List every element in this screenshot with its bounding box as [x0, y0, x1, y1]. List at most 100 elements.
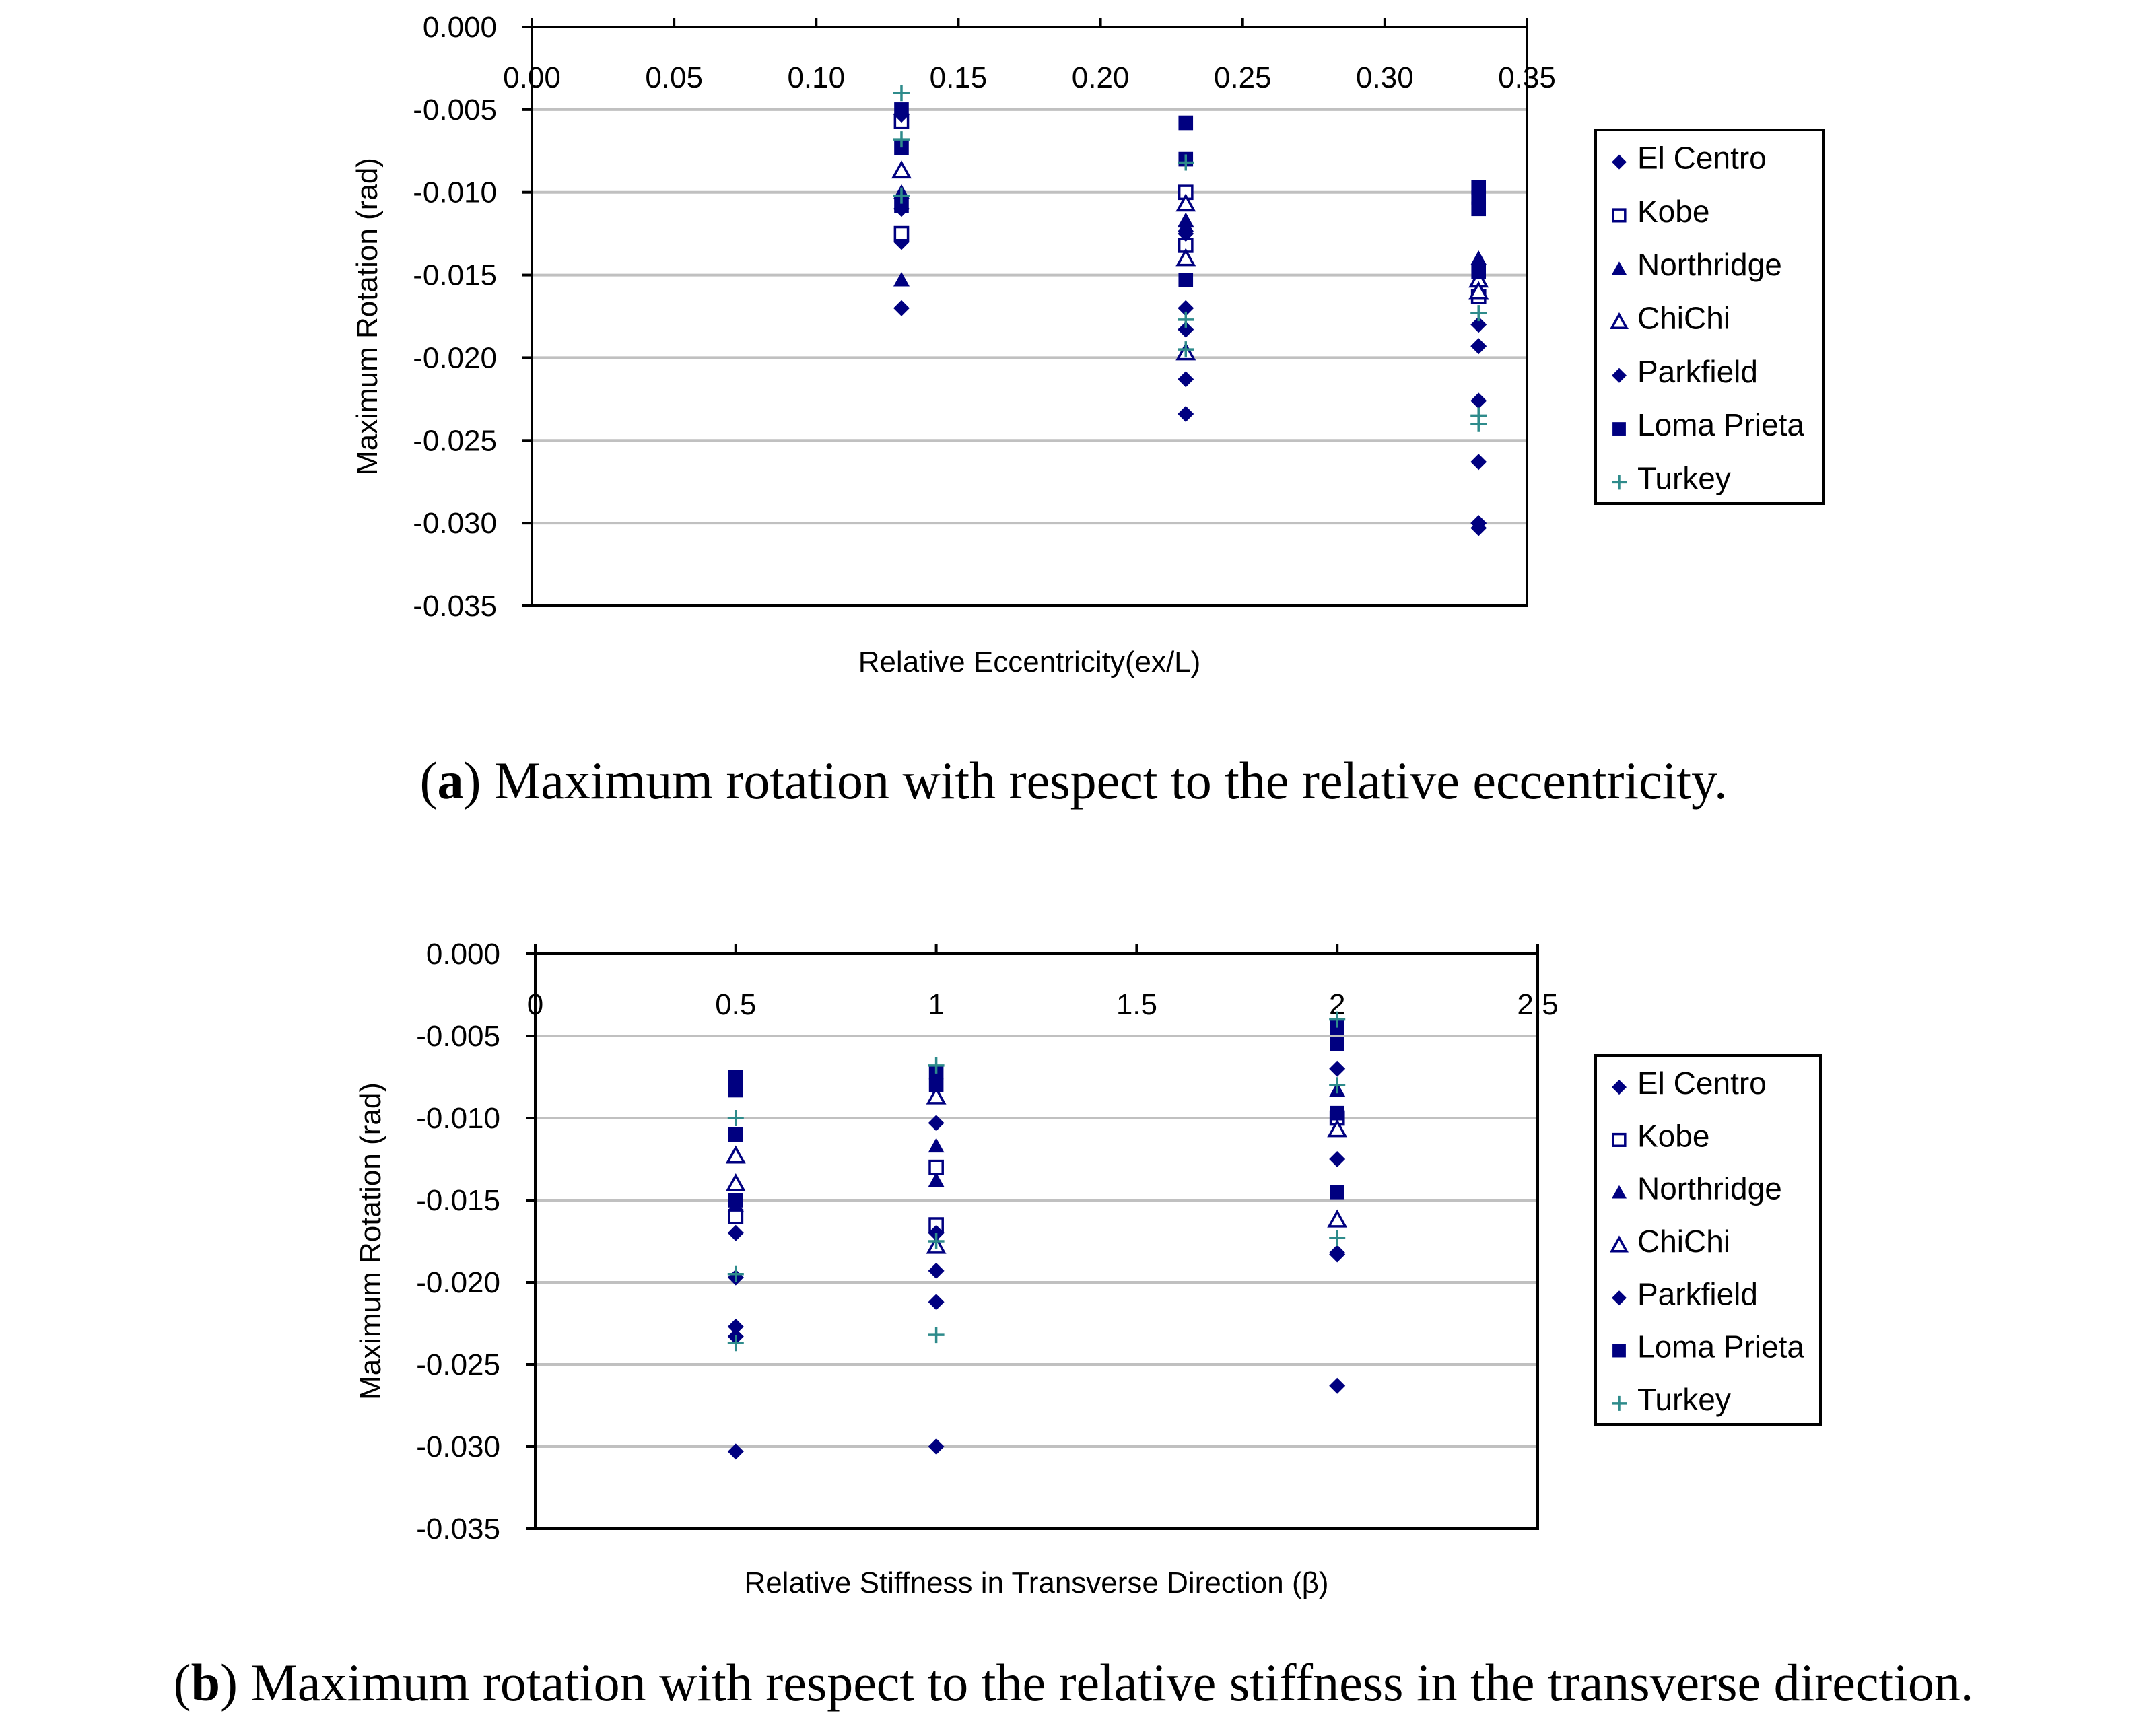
data-point-el-centro [928, 1294, 945, 1311]
triangle-filled-icon [1612, 1185, 1627, 1199]
data-point-loma-prieta [1330, 1185, 1344, 1200]
x-tick-label: 1.5 [1116, 988, 1157, 1021]
x-tick-label: 0.30 [1356, 61, 1414, 94]
caption-a-label: a [437, 751, 464, 810]
data-point-loma-prieta [728, 1127, 743, 1142]
caption-a-text: ) Maximum rotation with respect to the r… [463, 751, 1728, 810]
data-point-el-centro [1178, 300, 1194, 316]
data-point-el-centro [928, 1262, 945, 1279]
series-el-centro [727, 1151, 1346, 1460]
legend-label-kobe: Kobe [1637, 1118, 1709, 1153]
chart-b: 0.000 -0.005 -0.010 -0.015 -0.020 -0.025 -0.03… [354, 938, 1822, 1599]
series-parkfield [727, 1060, 1346, 1345]
data-point-el-centro [727, 1224, 744, 1241]
data-point-chichi [725, 1145, 746, 1164]
data-point-northridge [928, 1138, 945, 1153]
legend-label-turkey: Turkey [1637, 1382, 1731, 1417]
square-filled-icon [1612, 1344, 1626, 1358]
series-loma-prieta [728, 1020, 1344, 1208]
y-tick-label: -0.020 [413, 341, 497, 374]
y-tick-label: -0.030 [416, 1430, 500, 1463]
legend-label-loma-prieta: Loma Prieta [1637, 1329, 1804, 1364]
data-point-turkey [727, 1335, 744, 1352]
legend-label-northridge: Northridge [1637, 1171, 1782, 1206]
data-point-turkey [727, 1265, 744, 1282]
data-point-loma-prieta [728, 1070, 743, 1084]
data-point-turkey [727, 1110, 744, 1126]
data-point-loma-prieta [1330, 1020, 1344, 1035]
series-chichi [725, 1086, 1348, 1254]
legend-label-loma-prieta: Loma Prieta [1637, 407, 1804, 442]
y-tick-label: -0.025 [413, 424, 497, 457]
y-tick-label: -0.030 [413, 507, 497, 540]
data-point-turkey [893, 131, 910, 148]
data-point-el-centro [1329, 1377, 1346, 1394]
data-point-loma-prieta [728, 1082, 743, 1098]
x-tick-label: 0.25 [1214, 61, 1272, 94]
data-point-loma-prieta [1471, 190, 1487, 205]
x-tick-label: 2.5 [1517, 988, 1558, 1021]
data-point-parkfield [1470, 338, 1487, 355]
data-point-chichi [891, 160, 912, 179]
x-axis-label: Relative Stiffness in Transverse Directi… [744, 1566, 1328, 1599]
y-tick-label: -0.020 [416, 1266, 500, 1299]
data-point-turkey [1178, 154, 1194, 171]
data-point-chichi [725, 1173, 746, 1191]
x-tick-label: 0.5 [715, 988, 756, 1021]
series-loma-prieta [894, 102, 1487, 287]
legend-label-northridge: Northridge [1637, 247, 1782, 282]
square-open-icon [1612, 208, 1627, 223]
legend-label-el-centro: El Centro [1637, 141, 1767, 176]
data-point-turkey [1470, 305, 1487, 322]
y-axis-label: Maximum Rotation (rad) [351, 158, 384, 475]
data-point-northridge [1178, 212, 1194, 228]
data-point-el-centro [1470, 392, 1487, 409]
chart-a: 0.000 -0.005 -0.010 -0.015 -0.020 -0.025 -0.03… [351, 11, 1825, 679]
legend-box [1594, 1054, 1822, 1426]
triangle-open-icon [1610, 312, 1629, 330]
data-point-turkey [928, 1327, 945, 1344]
legend-label-el-centro: El Centro [1637, 1066, 1767, 1101]
series-turkey [727, 1011, 1346, 1352]
data-point-northridge [893, 271, 910, 287]
y-tick-label: -0.005 [416, 1020, 500, 1053]
caption-b: (b) Maximum rotation with respect to the… [173, 1653, 1974, 1712]
data-point-loma-prieta [1471, 201, 1487, 217]
y-tick-label: 0.000 [423, 11, 497, 44]
data-point-chichi [1327, 1209, 1348, 1228]
data-point-turkey [1329, 1077, 1346, 1094]
data-point-loma-prieta [894, 102, 909, 117]
data-point-parkfield [1178, 225, 1194, 242]
data-point-el-centro [727, 1318, 744, 1335]
data-point-chichi [926, 1086, 947, 1105]
triangle-filled-icon [1612, 261, 1627, 275]
x-tick-label: 0.20 [1072, 61, 1130, 94]
data-point-kobe [928, 1159, 944, 1175]
data-point-parkfield [1329, 1060, 1346, 1077]
legend: El Centro Kobe Northridge ChiChi Parkfield Lo… [1594, 1054, 1822, 1426]
data-point-el-centro [928, 1438, 945, 1455]
y-axis-label: Maximum Rotation (rad) [354, 1082, 387, 1400]
data-point-loma-prieta [1330, 1105, 1344, 1121]
data-point-turkey [1329, 1011, 1346, 1028]
data-point-parkfield [928, 1224, 945, 1241]
data-point-chichi [1175, 248, 1196, 267]
x-tick-label: 0.05 [645, 61, 703, 94]
series-turkey [893, 85, 1487, 432]
x-tick-label: 0.00 [503, 61, 561, 94]
data-point-turkey [1178, 341, 1194, 358]
data-point-turkey [1329, 1230, 1346, 1247]
square-open-icon [1612, 1132, 1627, 1147]
data-point-parkfield [928, 1115, 945, 1132]
data-point-turkey [1178, 311, 1194, 328]
x-axis-label: Relative Eccentricity(ex/L) [858, 646, 1201, 679]
data-point-loma-prieta [1330, 1037, 1344, 1051]
legend: El Centro Kobe Northridge ChiChi Parkfield Lo… [1594, 129, 1825, 505]
data-point-loma-prieta [894, 198, 909, 213]
data-point-chichi [1175, 193, 1196, 212]
data-point-parkfield [1470, 515, 1487, 532]
data-point-turkey [1470, 415, 1487, 432]
data-point-northridge [928, 1172, 945, 1187]
data-point-northridge [1470, 250, 1487, 265]
